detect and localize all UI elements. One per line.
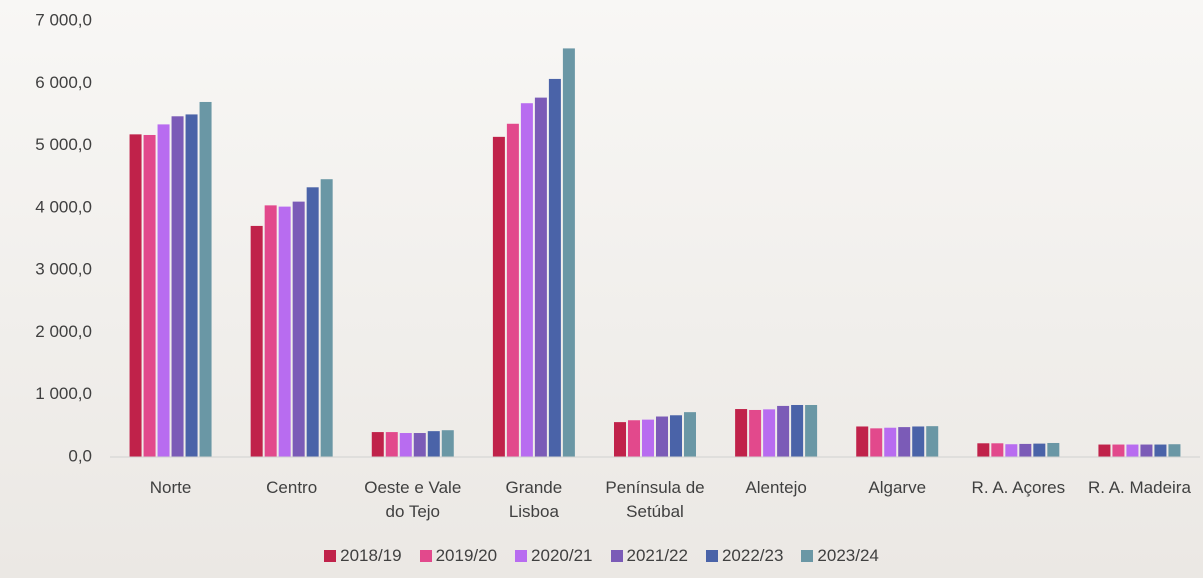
y-tick-label: 1 000,0 [35, 384, 92, 403]
bar [684, 412, 696, 457]
legend-item: 2018/19 [324, 546, 402, 566]
legend-item: 2023/24 [801, 546, 879, 566]
bar [548, 78, 561, 457]
legend-label: 2018/19 [340, 546, 402, 565]
bar [763, 409, 776, 457]
bar [912, 426, 925, 457]
bar [1098, 444, 1111, 457]
legend-swatch [610, 550, 623, 562]
bar [292, 201, 305, 457]
bar [926, 426, 939, 457]
legend-item: 2022/23 [705, 546, 784, 566]
bar [1047, 442, 1060, 457]
bar [898, 427, 911, 457]
bar [977, 443, 990, 457]
bar [856, 426, 869, 457]
legend-label: 2022/23 [721, 546, 784, 565]
y-tick-label: 3 000,0 [35, 260, 92, 279]
bar [670, 415, 682, 457]
bar [1126, 444, 1139, 457]
bar [642, 419, 654, 457]
bar [991, 443, 1004, 457]
legend-label: 2019/20 [435, 546, 498, 565]
bar [371, 432, 384, 457]
bar [777, 405, 790, 457]
x-tick-label: Norte [149, 478, 192, 497]
y-tick-label: 0,0 [68, 446, 92, 465]
bar [628, 420, 640, 457]
x-tick-label: Alentejo [745, 478, 807, 497]
y-tick-label: 4 000,0 [35, 197, 92, 216]
bar [791, 404, 804, 457]
bar [264, 205, 277, 457]
y-tick-label: 2 000,0 [35, 322, 92, 341]
bar [506, 123, 519, 458]
bar [492, 136, 505, 457]
legend-item: 2019/20 [419, 546, 498, 566]
bar [399, 433, 412, 457]
legend-label: 2021/22 [626, 546, 688, 565]
bar [143, 134, 156, 458]
x-tick-label: Oeste e Vale do Tejo [364, 478, 462, 521]
bar [656, 416, 668, 457]
legend-swatch [705, 550, 718, 562]
legend: 2018/19 2019/20 2020/21 2021/22 2022/23 2023/… [0, 546, 1203, 566]
x-tick-label: Grande Lisboa [505, 478, 563, 521]
bar [157, 124, 170, 457]
bar [1112, 444, 1125, 457]
bar [1005, 444, 1018, 457]
bar [185, 114, 198, 457]
bar [884, 427, 897, 457]
x-tick-label: Península de Setúbal [605, 478, 705, 521]
bar [385, 432, 398, 457]
legend-swatch [419, 550, 432, 562]
x-tick-label: Algarve [868, 478, 927, 497]
bar [1019, 443, 1032, 457]
bar [250, 225, 263, 457]
y-tick-label: 5 000,0 [35, 135, 92, 154]
bar [1168, 444, 1181, 457]
x-tick-label: Centro [266, 478, 318, 497]
bar [805, 404, 818, 457]
bar [614, 422, 626, 457]
bar [1154, 444, 1167, 457]
bar [1140, 444, 1153, 457]
bar [129, 134, 142, 458]
y-tick-label: 7 000,0 [35, 10, 92, 29]
bar [171, 116, 184, 457]
bar [520, 103, 533, 458]
bar [320, 179, 333, 457]
bar [441, 430, 454, 457]
legend-swatch [515, 550, 528, 562]
legend-label: 2020/21 [531, 546, 593, 565]
bar [199, 101, 212, 457]
y-tick-label: 6 000,0 [35, 73, 92, 92]
bar [306, 187, 319, 457]
bar [534, 97, 547, 458]
legend-item: 2020/21 [515, 546, 593, 566]
legend-swatch [801, 550, 814, 562]
bar [1033, 443, 1046, 457]
x-tick-label: R. A. Madeira [1087, 478, 1191, 497]
bar [749, 409, 762, 457]
legend-item: 2021/22 [610, 546, 688, 566]
bar [278, 206, 291, 457]
x-tick-label: R. A. Açores [971, 478, 1066, 497]
bar [735, 409, 748, 457]
bar [870, 428, 883, 457]
bar [427, 431, 440, 457]
legend-label: 2023/24 [817, 546, 879, 565]
bar [413, 433, 426, 457]
legend-swatch [324, 550, 337, 562]
bar [562, 48, 575, 458]
